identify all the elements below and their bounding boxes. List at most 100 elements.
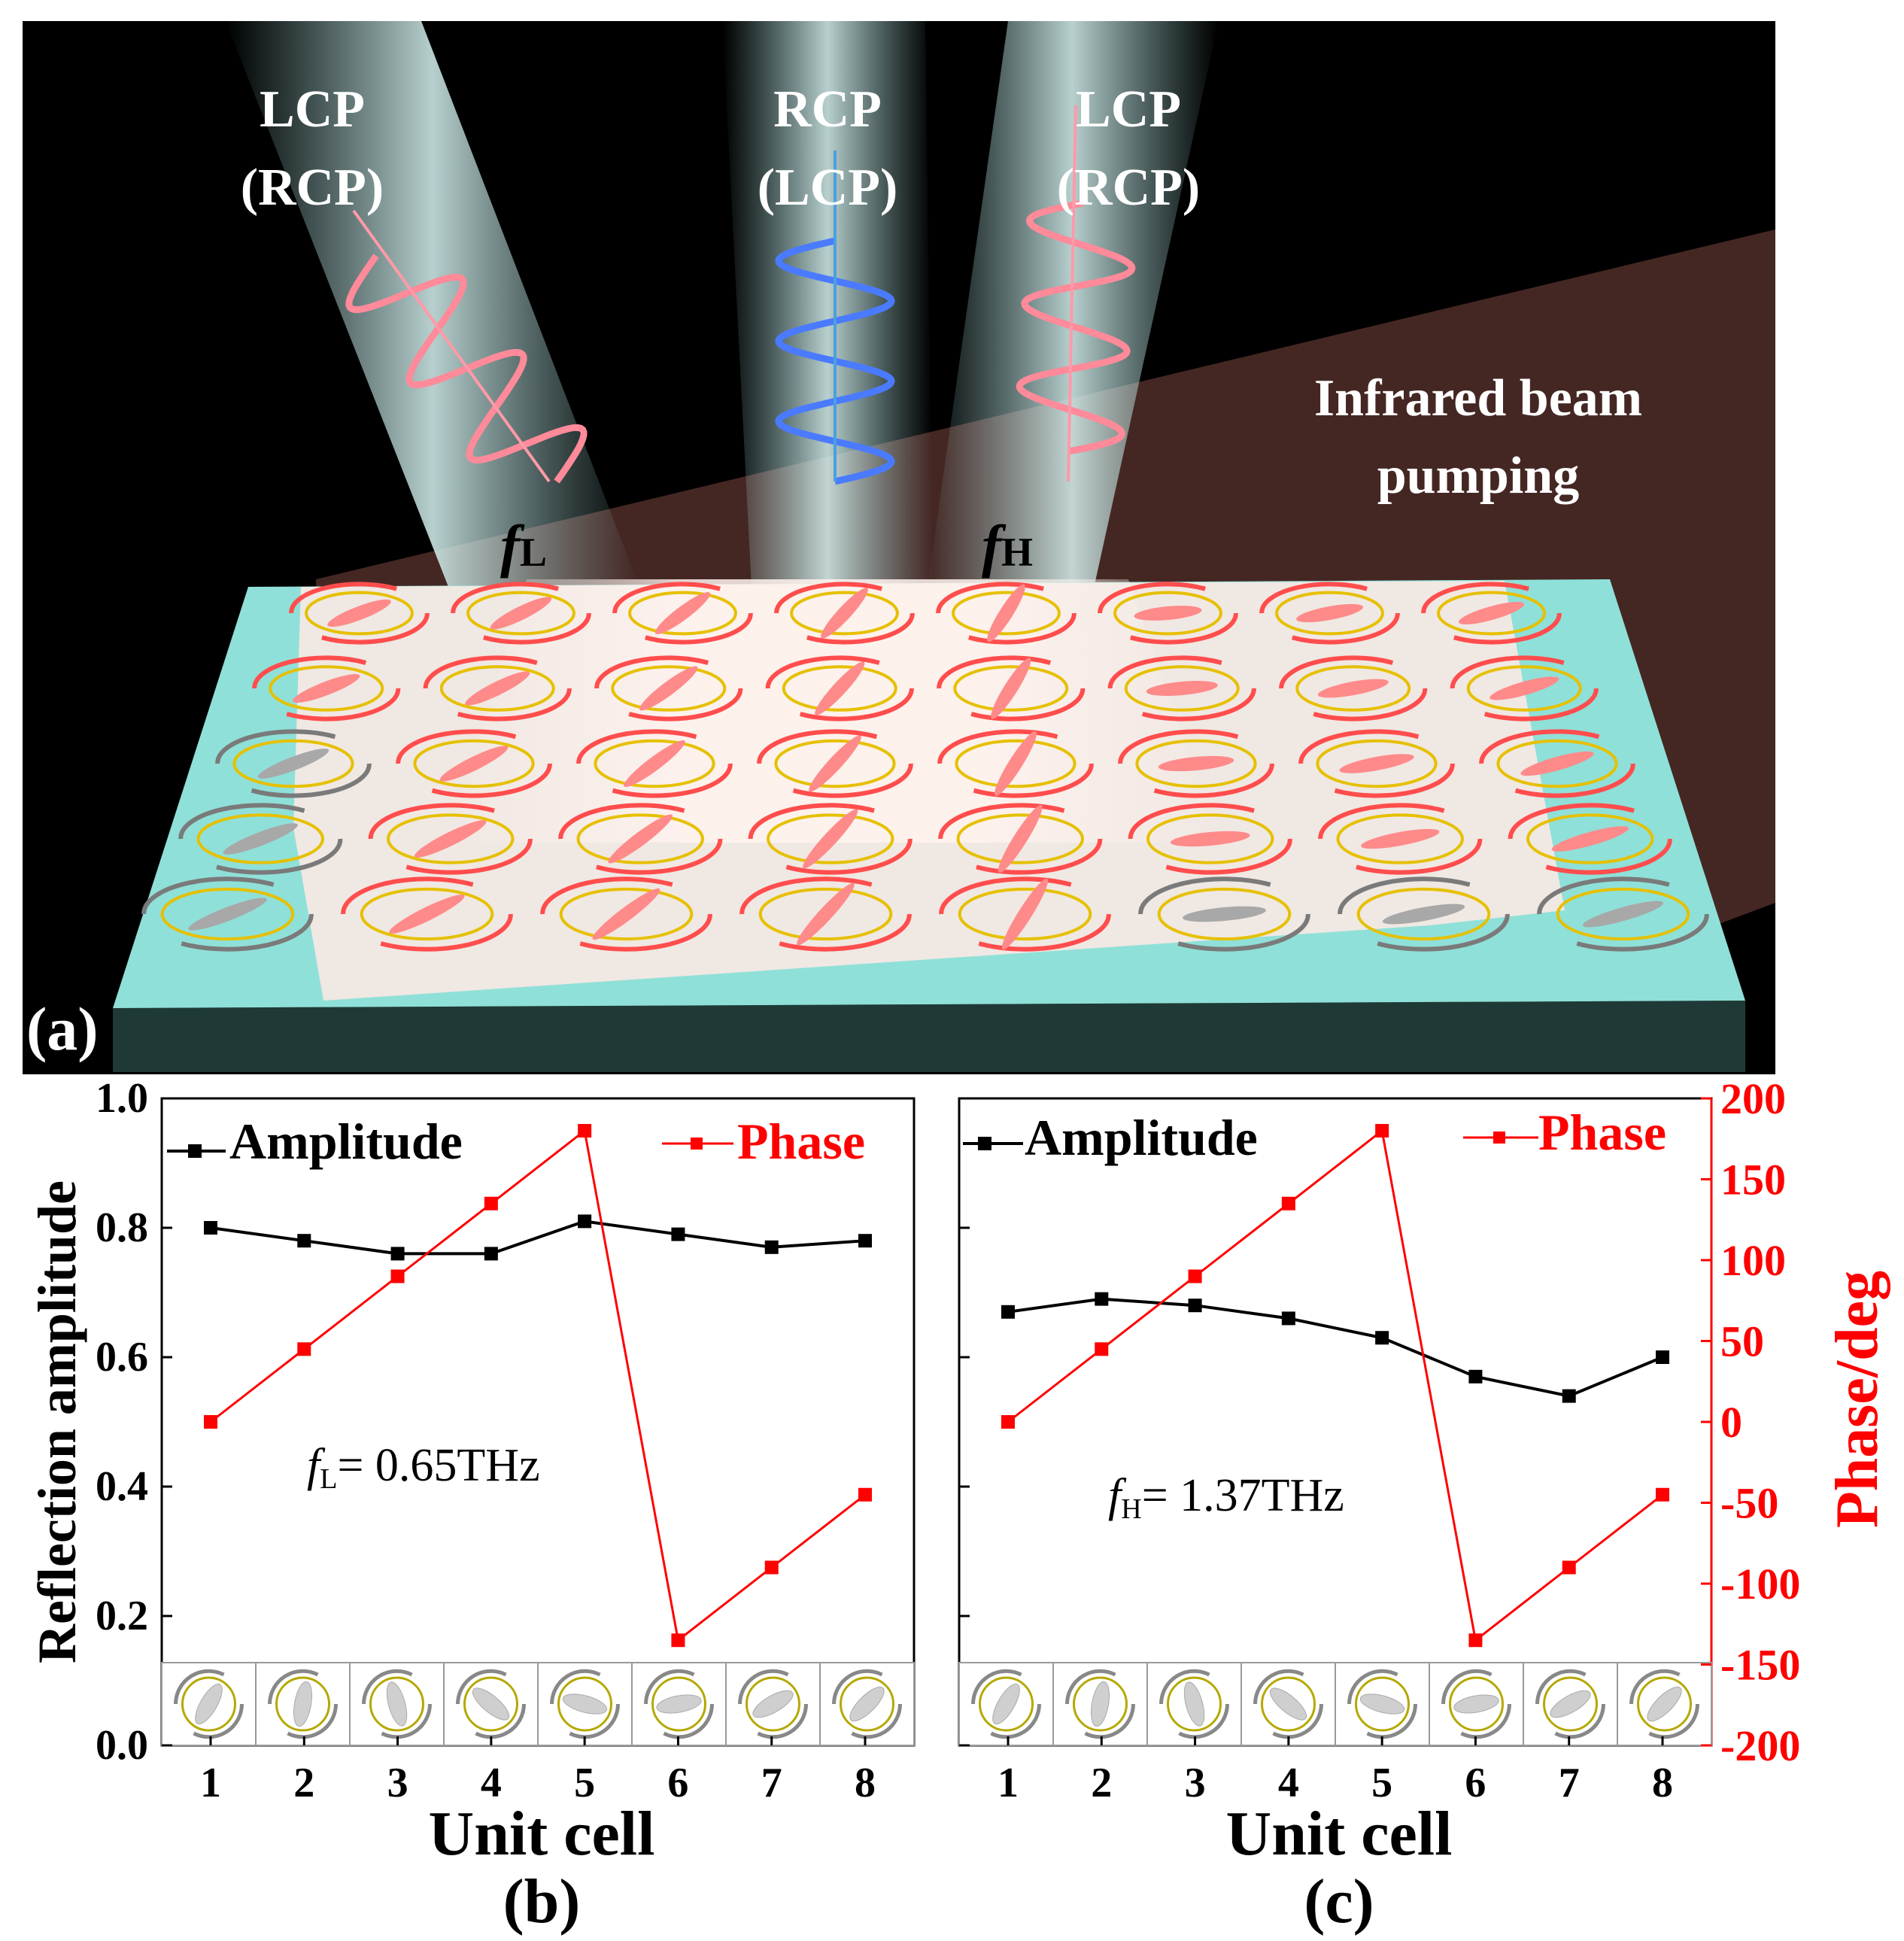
unit-cell-split-ring <box>456 1669 507 1705</box>
unit-cell <box>1421 582 1562 645</box>
data-point-amplitude <box>578 1214 592 1229</box>
unit-cell <box>1259 582 1400 645</box>
unit-cell-ring <box>369 1676 424 1732</box>
unit-cell <box>937 655 1086 721</box>
unit-cell-bar <box>1183 1681 1205 1727</box>
beam-left <box>226 21 639 594</box>
pump-label-line2: pumping <box>1377 447 1579 505</box>
data-point-amplitude <box>390 1247 405 1261</box>
data-point-amplitude <box>1281 1311 1295 1326</box>
unit-cell <box>141 876 314 952</box>
unit-cell <box>1318 803 1483 875</box>
unit-cell-split-ring <box>174 1669 225 1705</box>
data-point-amplitude <box>1001 1305 1015 1319</box>
unit-cell-split-ring <box>663 1703 714 1739</box>
data-point-phase <box>1188 1269 1202 1283</box>
slab-side <box>113 1001 1745 1072</box>
x-axis-ticks-b: 1 2 3 4 5 6 7 8 <box>200 1736 876 1806</box>
y-tick-label: 0.8 <box>96 1204 148 1251</box>
legend-c-amplitude-marker <box>978 1137 991 1150</box>
unit-cell-split-ring <box>1629 1669 1681 1705</box>
unit-cell-bar <box>1359 1693 1405 1715</box>
annotation-c: fH= 1.37THz <box>1108 1470 1344 1525</box>
y2-tick-label: 200 <box>1720 1074 1786 1123</box>
series-line-amplitude <box>210 1220 866 1256</box>
beam-right-label-line2: (RCP) <box>1057 159 1200 217</box>
unit-cell <box>1508 803 1672 875</box>
unit-cell-split-ring <box>1648 1703 1699 1739</box>
data-point-amplitude <box>858 1234 872 1248</box>
unit-cell <box>1537 876 1709 952</box>
unit-cell <box>937 729 1094 798</box>
y2-tick-label: -200 <box>1720 1721 1800 1770</box>
unit-cell <box>594 655 743 721</box>
unit-cell <box>612 582 753 645</box>
unit-cell-bar <box>386 1681 408 1727</box>
unit-cell <box>1338 876 1510 952</box>
unit-cell-split-ring <box>1084 1703 1135 1739</box>
series-b <box>204 1124 872 1648</box>
panel-a-label: (a) <box>26 995 99 1063</box>
unit-cell-split-ring <box>971 1669 1022 1705</box>
unit-cell-bar <box>1550 1690 1591 1718</box>
x-axis-title-c: Unit cell <box>1226 1799 1453 1869</box>
y2-tick-label: 100 <box>1720 1236 1786 1285</box>
data-point-amplitude <box>671 1227 685 1241</box>
unit-cell <box>215 729 372 798</box>
data-point-phase <box>1562 1560 1576 1575</box>
unit-cell-ring <box>275 1676 330 1732</box>
unit-cell-ring <box>1543 1676 1598 1732</box>
unit-cell-array <box>141 582 1709 952</box>
x-axis-ticks-c: 1 2 3 4 5 6 7 8 <box>998 1736 1673 1806</box>
y-axis-ticks-b: 0.0 0.2 0.4 0.6 0.8 1.0 <box>96 1075 172 1769</box>
y2-tick-label: -50 <box>1720 1479 1778 1528</box>
data-point-amplitude <box>1468 1369 1483 1384</box>
data-point-phase <box>764 1560 779 1575</box>
panel-b: 0.0 0.2 0.4 0.6 0.8 1.0 1 2 3 4 5 6 7 8 Amplitude Ph… <box>27 1075 916 1936</box>
unit-cell <box>451 582 591 645</box>
unit-cell-split-ring <box>1159 1669 1210 1705</box>
data-point-amplitude <box>484 1247 498 1261</box>
x-tick-label: 8 <box>855 1760 876 1806</box>
unit-cell <box>1107 655 1256 721</box>
unit-cell-ring <box>1355 1676 1410 1732</box>
x-axis-title-b: Unit cell <box>429 1799 655 1869</box>
unit-cell-split-ring <box>287 1703 338 1739</box>
beam-right-label-line1: LCP <box>1076 80 1181 138</box>
unit-cell-ring <box>746 1676 800 1732</box>
data-point-phase <box>1001 1415 1015 1429</box>
unit-cell-split-ring <box>851 1703 902 1739</box>
legend-b-phase-label: Phase <box>737 1113 865 1170</box>
unit-cell-split-ring <box>1460 1703 1511 1739</box>
unit-cell <box>1450 655 1599 721</box>
x-tick-label: 7 <box>761 1760 782 1806</box>
unit-cell-split-ring <box>738 1669 789 1705</box>
y-tick-label: 0.2 <box>96 1593 148 1639</box>
unit-cell <box>558 803 723 875</box>
x-tick-label: 4 <box>1278 1760 1299 1806</box>
plot-frame-b <box>160 1097 916 1747</box>
beam-left-label-line1: LCP <box>260 80 365 138</box>
unit-cell <box>576 729 733 798</box>
data-point-phase <box>1375 1124 1389 1138</box>
unit-cell-split-ring <box>832 1669 883 1705</box>
unit-cell-split-ring <box>268 1669 319 1705</box>
unit-cell <box>396 729 552 798</box>
x-tick-label: 8 <box>1652 1760 1673 1806</box>
data-point-phase <box>297 1342 311 1356</box>
unit-cell <box>178 803 343 875</box>
data-point-amplitude <box>1188 1299 1202 1313</box>
unit-cell-ring <box>1637 1676 1692 1732</box>
y2-tick-label: 150 <box>1720 1156 1786 1204</box>
x-tick-label: 3 <box>387 1760 408 1806</box>
unit-cell-ring <box>979 1676 1034 1732</box>
y-axis-title-b: Reflection amplitude <box>27 1180 87 1663</box>
data-point-amplitude <box>204 1221 217 1235</box>
x-tick-label: 6 <box>667 1760 688 1806</box>
panel-a: LCP (RCP) RCP (LCP) LCP (RCP) fL fH Infr… <box>23 21 1775 1074</box>
unit-cell-ring <box>181 1676 236 1732</box>
unit-cell <box>540 876 712 952</box>
unit-cell <box>1098 582 1238 645</box>
y-tick-label: 0.0 <box>96 1722 148 1769</box>
